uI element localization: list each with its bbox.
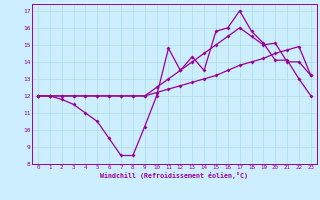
X-axis label: Windchill (Refroidissement éolien,°C): Windchill (Refroidissement éolien,°C) (100, 172, 248, 179)
